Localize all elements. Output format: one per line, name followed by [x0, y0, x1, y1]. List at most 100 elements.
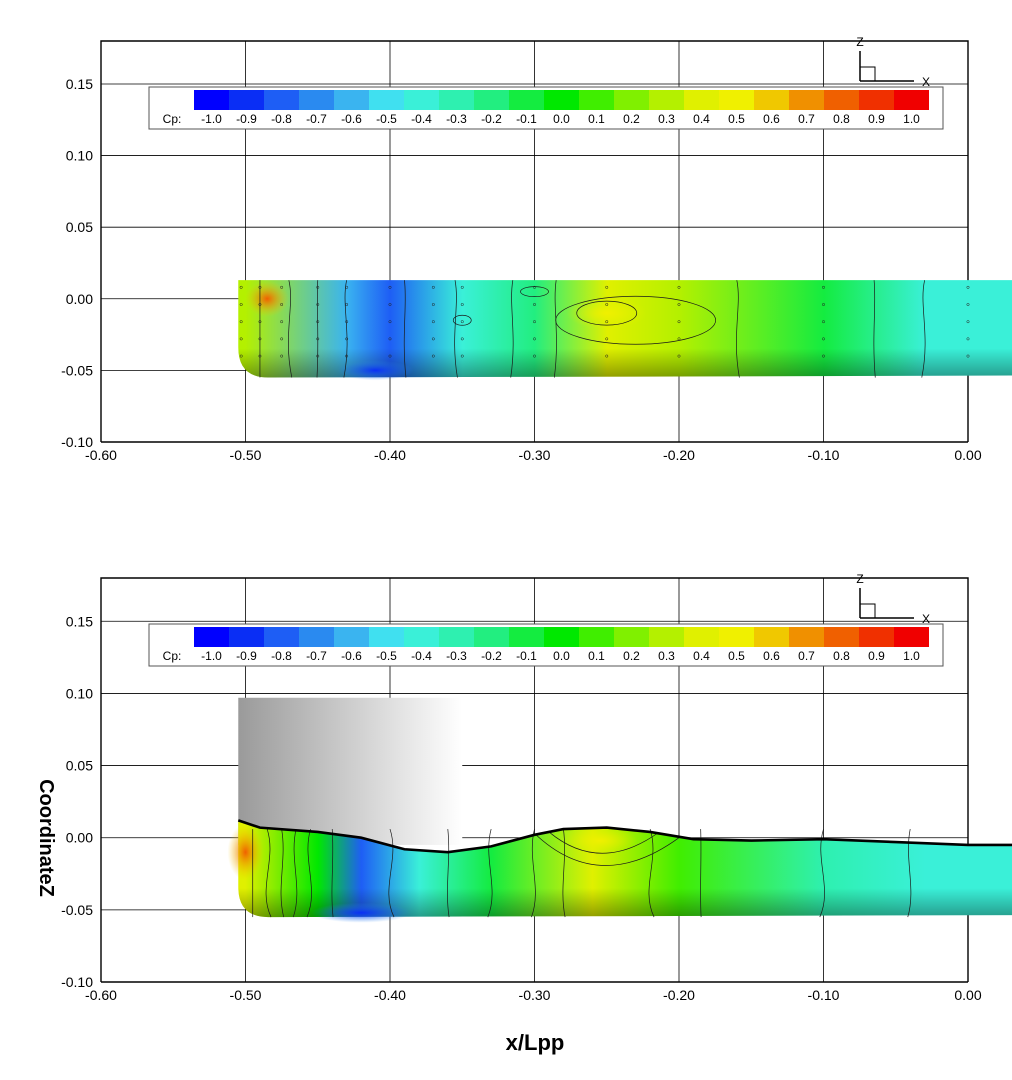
colorbar-tick-label: 0.7: [798, 112, 815, 126]
contour-line: [447, 829, 450, 918]
measurement-point: [966, 337, 970, 341]
colorbar-tick-label: -0.2: [481, 112, 502, 126]
colorbar-swatch: [789, 627, 824, 647]
measurement-point: [460, 285, 464, 289]
x-tick-label: -0.50: [230, 447, 262, 463]
colorbar-tick-label: -0.8: [271, 112, 292, 126]
colorbar-tick-label: -0.8: [271, 649, 292, 663]
colorbar-tick-label: -0.6: [341, 649, 362, 663]
contour-line: [487, 828, 493, 918]
measurement-point: [316, 285, 320, 289]
measurement-point: [822, 303, 825, 306]
x-tick-label: -0.10: [808, 987, 840, 1003]
colorbar-swatch: [229, 627, 264, 647]
measurement-point: [677, 303, 681, 306]
colorbar-swatch: [334, 90, 369, 110]
bilge-low-pressure: [311, 902, 412, 923]
colorbar-label: Cp:: [163, 112, 182, 126]
triad-corner: [860, 603, 876, 618]
colorbar-swatch: [684, 90, 719, 110]
colorbar-swatch: [264, 627, 299, 647]
measurement-point: [258, 354, 262, 358]
contour-line: [520, 286, 549, 297]
measurement-point: [822, 337, 825, 341]
colorbar-swatch: [544, 627, 579, 647]
wave-profile-line: [237, 819, 1012, 854]
bow-high-pressure: [245, 280, 290, 317]
colorbar-tick-label: 0.8: [833, 649, 850, 663]
colorbar-tick-label: 0.9: [868, 112, 885, 126]
contour-line: [576, 300, 638, 326]
x-tick-label: -0.50: [230, 987, 262, 1003]
colorbar-swatch: [474, 627, 509, 647]
x-tick-label: 0.00: [954, 447, 981, 463]
measurement-point: [388, 354, 392, 358]
y-tick-label: -0.10: [61, 434, 93, 450]
measurement-point: [460, 354, 464, 358]
contour-line: [316, 280, 319, 378]
measurement-point: [388, 303, 392, 306]
measurement-point: [677, 285, 681, 289]
colorbar-swatch: [299, 627, 334, 647]
x-tick-label: -0.20: [663, 447, 695, 463]
measurement-point: [316, 303, 320, 306]
colorbar-tick-label: 0.5: [728, 649, 745, 663]
plot-frame: [100, 577, 969, 982]
measurement-point: [388, 285, 392, 289]
colorbar-tick-label: 0.6: [763, 649, 780, 663]
measurement-point: [966, 303, 970, 306]
measurement-point: [605, 285, 609, 289]
colorbar-tick-label: 0.2: [623, 112, 640, 126]
bilge-low-pressure: [337, 360, 414, 381]
colorbar-swatch: [404, 90, 439, 110]
contour-line: [534, 833, 680, 866]
measurement-point: [345, 303, 349, 306]
measurement-point: [533, 354, 536, 358]
y-tick-label: -0.10: [61, 974, 93, 990]
colorbar-swatch: [404, 627, 439, 647]
colorbar-tick-label: 0.7: [798, 649, 815, 663]
contour-line: [388, 828, 395, 918]
colorbar-swatch: [614, 90, 649, 110]
colorbar-swatch: [439, 90, 474, 110]
y-tick-label: 0.15: [66, 613, 93, 629]
triad-corner: [860, 66, 876, 81]
contour-line: [280, 828, 285, 918]
measurement-point: [533, 285, 536, 289]
contour-line: [921, 280, 926, 378]
panel-top: -0.60 -0.50 -0.40 -0.30 -0.20 -0.10 0.00 0.15 0.…: [61, 35, 1012, 463]
x-tick-label: -0.30: [519, 987, 551, 1003]
colorbar-swatch: [369, 90, 404, 110]
colorbar-swatch: [299, 90, 334, 110]
shoulder-high-pressure: [566, 297, 647, 330]
contour-line: [306, 828, 312, 918]
measurement-point: [966, 285, 970, 289]
colorbar-swatch: [754, 90, 789, 110]
measurement-point: [316, 337, 320, 341]
x-tick-label: -0.30: [519, 447, 551, 463]
colorbar-legend: Cp: -1.0 -0.9 -0.8 -0.7 -0.6 -0.5 -0.4 -0.3 -0.2-…: [148, 86, 944, 130]
measurement-point: [239, 303, 243, 306]
colorbar-swatch: [369, 627, 404, 647]
contour-line: [548, 831, 658, 854]
colorbar-swatch: [194, 627, 229, 647]
contour-line: [343, 280, 348, 378]
triad-x-label: X: [922, 75, 930, 89]
contour-line: [555, 295, 717, 345]
colorbar-tick-label: 1.0: [903, 112, 920, 126]
colorbar-swatch: [824, 627, 859, 647]
colorbar-swatch: [614, 627, 649, 647]
contour-line: [873, 280, 876, 378]
measurement-point: [388, 320, 392, 324]
measurement-point: [677, 320, 681, 324]
measurement-point: [280, 337, 284, 341]
measurement-point: [280, 285, 284, 289]
contour-line: [562, 829, 566, 918]
measurement-point: [822, 285, 825, 289]
measurement-point: [533, 337, 536, 341]
shoulder-high-pressure: [561, 826, 638, 855]
measurement-point: [431, 285, 435, 289]
colorbar-tick-label: 0.6: [763, 112, 780, 126]
measurement-point: [822, 320, 825, 324]
